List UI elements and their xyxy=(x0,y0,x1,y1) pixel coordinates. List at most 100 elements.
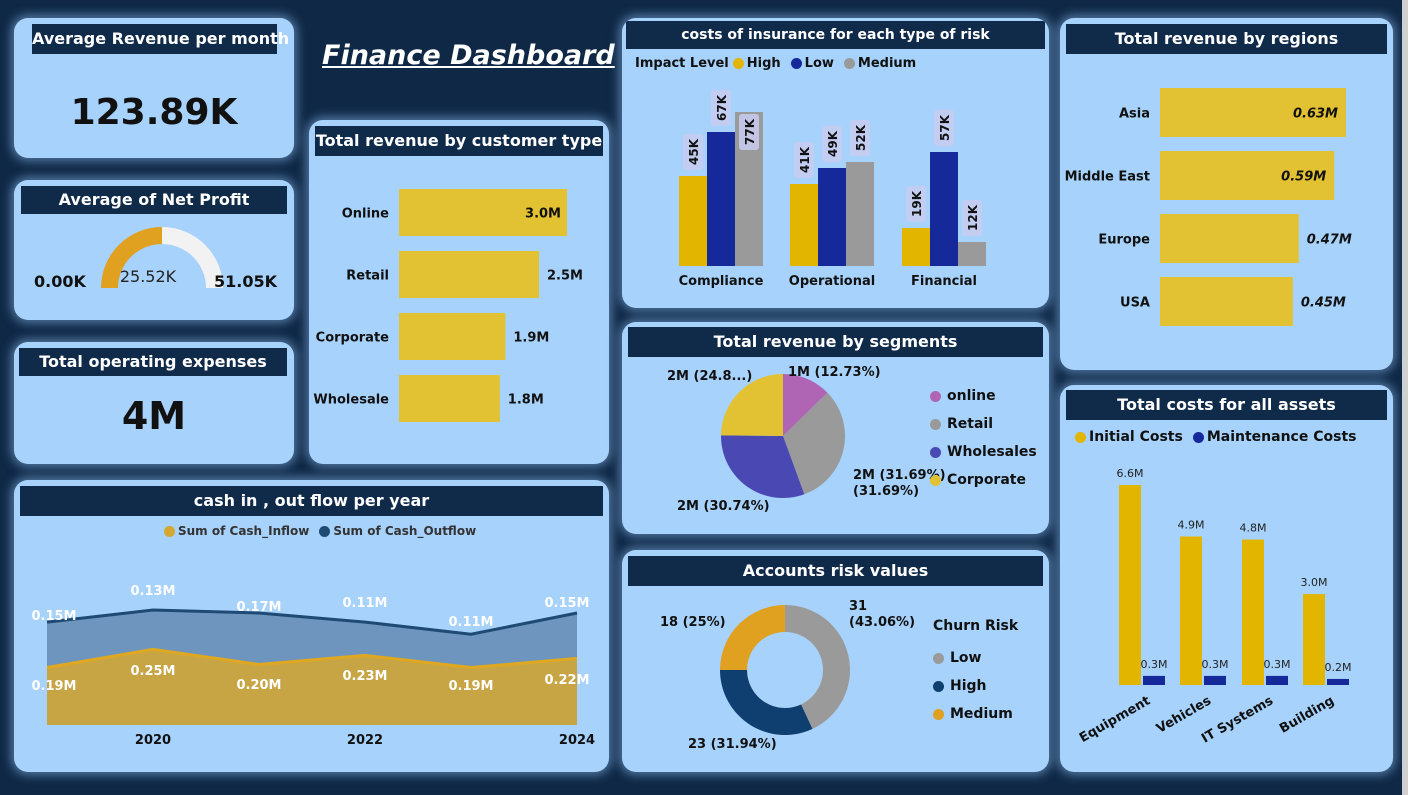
data-label: 0.15M xyxy=(31,609,76,624)
category-label: Asia xyxy=(1119,107,1150,122)
category-label: Corporate xyxy=(316,331,390,346)
segments-legend: online Retail Wholesales Corporate xyxy=(930,382,1037,494)
legend-item-medium[interactable]: Medium xyxy=(843,56,916,71)
data-label: 49K xyxy=(826,130,840,157)
gauge-max-label: 51.05K xyxy=(214,272,278,291)
data-label: 0.17M xyxy=(236,600,281,615)
bar xyxy=(399,189,567,236)
pie-slice xyxy=(785,605,850,729)
legend-dot xyxy=(1075,431,1086,443)
data-label: 0.23M xyxy=(342,669,387,684)
risk-legend: Churn Risk Low High Medium xyxy=(933,618,1018,728)
window-scrollbar[interactable] xyxy=(1402,0,1408,795)
data-label: (43.06%) xyxy=(849,615,915,630)
legend-item-inflow[interactable]: Sum of Cash_Inflow xyxy=(164,524,309,538)
bar xyxy=(790,184,818,266)
data-label: 19K xyxy=(910,190,924,217)
data-label: (31.69%) xyxy=(853,484,919,499)
gauge-value-label: 25.52K xyxy=(120,267,177,286)
data-label: 0.25M xyxy=(130,664,175,679)
bar xyxy=(1327,678,1349,685)
data-label: 3.0M xyxy=(1301,576,1328,589)
data-label-bg xyxy=(962,200,982,236)
data-label: 12K xyxy=(966,204,980,231)
data-label: 0.3M xyxy=(1141,658,1168,671)
line-inflow xyxy=(46,647,578,670)
data-label: 0.11M xyxy=(448,615,493,630)
data-label: 0.15M xyxy=(544,596,589,611)
data-label: 2M (31.69%) xyxy=(853,468,946,483)
insurance-legend-title: Impact Level xyxy=(635,56,729,71)
assets-card: Total costs for all assets Initial Costs… xyxy=(1060,385,1393,772)
gauge-fill xyxy=(101,227,162,288)
pie-slice xyxy=(783,392,845,495)
data-label: 0.3M xyxy=(1264,658,1291,671)
legend-item-initial[interactable]: Initial Costs xyxy=(1075,429,1183,445)
legend-item-medium[interactable]: Medium xyxy=(933,700,1018,728)
segments-card: Total revenue by segments 1M (12.73%) 2M … xyxy=(622,322,1049,534)
insurance-card: costs of insurance for each type of risk… xyxy=(622,18,1049,308)
legend-item-high[interactable]: High xyxy=(732,56,781,71)
category-label: Equipment xyxy=(1077,693,1153,746)
legend-item-maintenance[interactable]: Maintenance Costs xyxy=(1192,429,1356,445)
pie-slice xyxy=(720,670,813,735)
risk-card: Accounts risk values 31 (43.06%) 23 (31.94… xyxy=(622,550,1049,772)
legend-item-outflow[interactable]: Sum of Cash_Outflow xyxy=(319,524,476,538)
legend-item-online[interactable]: online xyxy=(930,382,1037,410)
regions-card: Total revenue by regions Asia 0.63M Middle… xyxy=(1060,18,1393,370)
op-expenses-title: Total operating expenses xyxy=(19,348,287,376)
legend-item-high[interactable]: High xyxy=(933,672,1018,700)
segments-chart: 1M (12.73%) 2M (31.69%)(31.69%) 2M (30.74%… xyxy=(667,365,946,514)
data-label-bg xyxy=(739,114,759,150)
risk-chart: 31(43.06%) 23 (31.94%) 18 (25%) xyxy=(660,599,915,752)
segments-title: Total revenue by segments xyxy=(628,327,1043,357)
data-label: 31 xyxy=(849,599,867,614)
data-label: 6.6M xyxy=(1117,467,1144,480)
data-label: 3.0M xyxy=(525,207,561,222)
data-label: 4.8M xyxy=(1240,522,1267,535)
cashflow-legend: Sum of Cash_Inflow Sum of Cash_Outflow xyxy=(164,524,482,538)
data-label: 67K xyxy=(715,94,729,121)
bar xyxy=(1160,214,1299,263)
risk-title: Accounts risk values xyxy=(628,556,1043,586)
bar xyxy=(399,251,539,298)
avg-revenue-card: Average Revenue per month 123.89K xyxy=(14,18,294,158)
cashflow-chart: 0.19M 0.15M 0.25M 0.13M 0.20M 0.17M 0.23M 0.11M… xyxy=(31,584,595,748)
legend-item-low[interactable]: Low xyxy=(790,56,834,71)
x-tick-label: 2024 xyxy=(559,733,595,748)
line-outflow xyxy=(46,608,578,636)
legend-item-retail[interactable]: Retail xyxy=(930,410,1037,438)
legend-dot xyxy=(1192,431,1204,443)
bar xyxy=(930,152,958,266)
legend-item-corporate[interactable]: Corporate xyxy=(930,466,1037,494)
bar xyxy=(846,162,874,266)
legend-dot xyxy=(790,58,802,69)
legend-dot xyxy=(930,446,941,458)
data-label: 1.8M xyxy=(508,393,544,408)
assets-legend: Initial Costs Maintenance Costs xyxy=(1075,429,1362,445)
op-expenses-value: 4M xyxy=(121,394,187,438)
bar xyxy=(1143,675,1165,685)
legend-dot xyxy=(930,418,941,430)
area-outflow xyxy=(47,610,577,668)
data-label-bg xyxy=(850,120,870,156)
data-label: 77K xyxy=(743,118,757,145)
legend-item-low[interactable]: Low xyxy=(933,644,1018,672)
data-label: 1.9M xyxy=(513,331,549,346)
data-label: 57K xyxy=(938,114,952,141)
pie-slice xyxy=(721,435,805,498)
customer-type-chart: Online 3.0M Retail 2.5M Corporate 1.9M Wholesa… xyxy=(313,189,583,422)
cashflow-card: cash in , out flow per year Sum of Cash_… xyxy=(14,480,609,772)
bar xyxy=(399,375,500,422)
bar xyxy=(818,168,846,266)
customer-type-card: Total revenue by customer type Online 3.0… xyxy=(309,120,609,464)
data-label: 1M (12.73%) xyxy=(788,365,881,380)
category-label: Financial xyxy=(911,274,977,289)
data-label: 0.19M xyxy=(448,679,493,694)
legend-dot xyxy=(843,58,855,69)
data-label: 52K xyxy=(854,124,868,151)
data-label: 0.11M xyxy=(342,596,387,611)
legend-item-wholesales[interactable]: Wholesales xyxy=(930,438,1037,466)
category-label: Retail xyxy=(346,269,389,284)
data-label-bg xyxy=(711,90,731,126)
